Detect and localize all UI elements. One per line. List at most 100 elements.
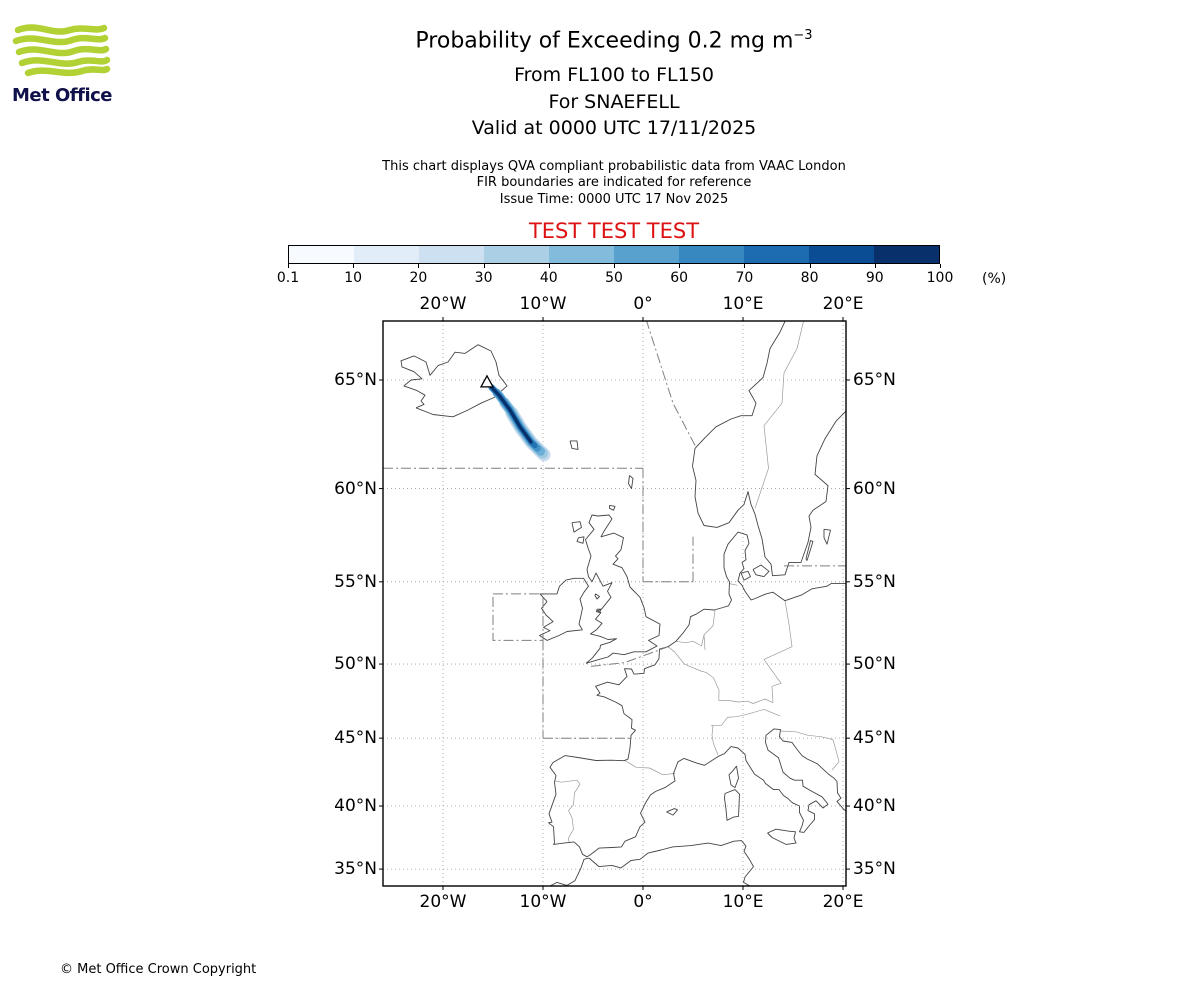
colorbar-segment (419, 246, 484, 263)
colorbar-tick-label: 20 (409, 270, 428, 286)
colorbar-segment (874, 246, 939, 263)
coastline (692, 321, 846, 577)
chart-title: Probability of Exceeding 0.2 mg m−3 (14, 28, 1200, 53)
colorbar-segment (614, 246, 679, 263)
coastline (569, 440, 579, 450)
colorbar-segment (484, 246, 549, 263)
coastline (823, 528, 831, 545)
colorbar-tick (418, 264, 420, 268)
lon-label-bottom: 20°W (419, 892, 467, 912)
colorbar-tick (809, 264, 811, 268)
lat-label-left: 45°N (334, 728, 377, 749)
lat-label-right: 40°N (853, 796, 896, 817)
lon-label-top: 20°W (419, 294, 467, 314)
lat-label-right: 45°N (853, 728, 896, 749)
crown-copyright: © Met Office Crown Copyright (60, 962, 257, 977)
fir-boundaries-group (383, 321, 846, 739)
flight-level-range: From FL100 to FL150 (514, 64, 714, 87)
colorbar-tick (744, 264, 746, 268)
country-border (738, 698, 774, 704)
lon-label-bottom: 0° (633, 892, 653, 912)
volcano-marker-icon (479, 374, 495, 388)
colorbar-tick-label: 60 (670, 270, 689, 286)
colorbar-tick (940, 264, 941, 268)
lon-label-top: 0° (633, 294, 653, 314)
colorbar-segment (744, 246, 809, 263)
colorbar-tick-label: 10 (344, 270, 363, 286)
coastline (666, 808, 678, 816)
colorbar-tick-label: 70 (735, 270, 754, 286)
colorbar-tick-label: 40 (539, 270, 558, 286)
lat-label-left: 60°N (334, 478, 377, 499)
country-border (831, 739, 840, 771)
met-office-logo-text: Met Office (12, 85, 113, 106)
lat-label-left: 65°N (334, 370, 377, 390)
country-border (624, 760, 676, 776)
graticule-grid (383, 321, 846, 886)
coastline (539, 577, 589, 641)
fir-boundary (492, 593, 544, 641)
notes-block: This chart displays QVA compliant probab… (14, 159, 1200, 209)
country-border (718, 700, 739, 703)
country-border (763, 600, 793, 703)
coastline (576, 536, 585, 544)
lat-label-right: 50°N (853, 654, 896, 675)
lat-label-left: 35°N (334, 859, 377, 880)
lon-label-bottom: 10°W (519, 892, 567, 912)
coastlines-group (400, 321, 846, 886)
fir-boundary (646, 321, 697, 448)
valid-time: Valid at 0000 UTC 17/11/2025 (471, 117, 757, 140)
colorbar-tick (548, 264, 550, 268)
lon-label-bottom: 10°E (722, 892, 764, 912)
coastline (585, 514, 661, 664)
map-frame (382, 320, 847, 887)
fir-note: FIR boundaries are indicated for referen… (476, 175, 752, 191)
lon-label-top: 20°E (822, 294, 864, 314)
country-border (554, 779, 581, 842)
country-border (754, 321, 804, 509)
lat-label-right: 55°N (853, 571, 896, 592)
colorbar-segment (289, 246, 354, 263)
colorbar-segment (679, 246, 744, 263)
chart-title-superscript: −3 (793, 28, 813, 43)
coastline (752, 564, 770, 578)
coastline (805, 540, 814, 561)
colorbar-segment (809, 246, 874, 263)
lat-label-left: 40°N (334, 796, 377, 817)
colorbar-tick (874, 264, 876, 268)
country-border (675, 634, 705, 647)
colorbar-segment (354, 246, 419, 263)
country-border (779, 730, 834, 740)
ash-plume (485, 381, 551, 462)
probability-colorbar: 0.1 10 20 30 40 50 60 70 80 90 100 (%) (277, 245, 1006, 294)
coastline (740, 570, 751, 581)
coastline (400, 344, 508, 418)
volcano-name-subtitle: For SNAEFELL (548, 90, 680, 113)
met-office-waves-icon (12, 24, 111, 77)
lat-label-right: 35°N (853, 859, 896, 880)
lon-label-top: 10°E (722, 294, 764, 314)
colorbar-tick (614, 264, 615, 268)
country-border (743, 709, 781, 717)
colorbar-tick-label: 90 (865, 270, 884, 286)
colorbar-segment (549, 246, 614, 263)
europe-map (379, 317, 850, 890)
country-border (711, 714, 745, 726)
country-border (711, 725, 719, 756)
colorbar-tick (288, 264, 289, 268)
colorbar-tick-label: 100 (926, 270, 954, 286)
chart-title-text: Probability of Exceeding 0.2 mg m (415, 28, 794, 54)
lat-label-right: 65°N (853, 370, 896, 390)
colorbar-tick (679, 264, 681, 268)
subtitle-block: From FL100 to FL150 For SNAEFELL Valid a… (14, 62, 1200, 142)
colorbar-tick-label: 80 (800, 270, 819, 286)
lon-label-bottom: 20°E (822, 892, 864, 912)
lon-label-top: 10°W (519, 294, 567, 314)
country-border (703, 609, 716, 650)
coastline (594, 593, 600, 600)
fir-boundary (590, 647, 667, 667)
coastline (571, 521, 582, 533)
lat-label-right: 60°N (853, 478, 896, 499)
qva-note: This chart displays QVA compliant probab… (382, 158, 846, 174)
